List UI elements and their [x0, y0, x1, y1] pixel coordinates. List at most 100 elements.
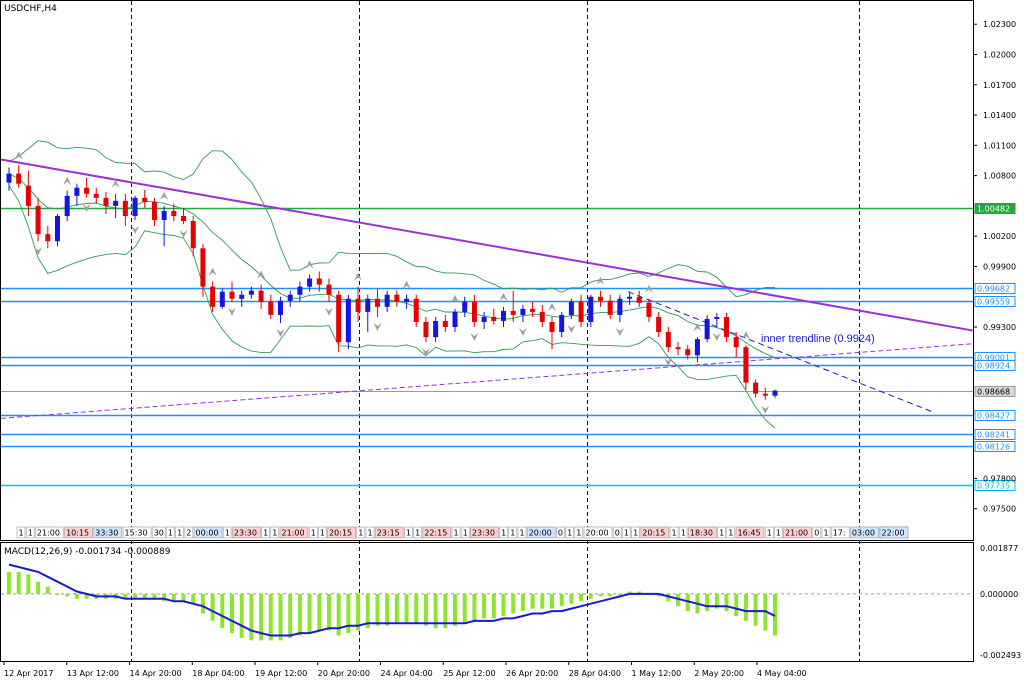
macd-bar-21: [210, 593, 215, 621]
price-tick-2: 1.01700: [983, 81, 1016, 90]
session-tag-22: 1: [406, 529, 411, 538]
macd-bar-6: [65, 593, 70, 597]
lower-trendline: [0, 343, 974, 419]
macd-bar-41: [404, 593, 409, 624]
fractal-up-31: [305, 260, 314, 269]
macd-bar-1: [16, 571, 21, 594]
session-tag-box-4: [93, 526, 123, 539]
macd-bar-40: [394, 593, 399, 624]
session-tag-box-11: [222, 526, 232, 539]
candle-body-48: [471, 301, 477, 322]
fractal-down-58: [567, 324, 576, 333]
fractal-up-26: [257, 270, 266, 279]
candle-body-41: [404, 298, 410, 302]
session-tag-32: 0: [558, 529, 563, 538]
candle-body-52: [510, 310, 516, 315]
session-tag-box-46: [764, 526, 774, 539]
session-tag-17: 1: [320, 529, 325, 538]
macd-bar-33: [326, 593, 331, 631]
level-label-9: 0.97735: [977, 482, 1010, 491]
macd-bar-22: [220, 593, 225, 629]
candle-body-57: [559, 314, 565, 333]
session-tag-box-24: [422, 526, 452, 539]
session-tag-box-55: [879, 526, 909, 539]
session-tag-6: 30: [154, 529, 164, 538]
macd-bar-49: [482, 593, 487, 619]
level-tag-8: [974, 441, 1016, 452]
macd-title: MACD(12,26,9) -0.001734 -0.000889: [4, 547, 171, 557]
candle-body-12: [122, 200, 128, 216]
candle-body-74: [724, 316, 730, 338]
macd-bar-61: [598, 593, 603, 597]
macd-bar-37: [365, 593, 370, 629]
session-tag-box-25: [451, 526, 461, 539]
candle-body-42: [413, 298, 419, 322]
candle-body-79: [772, 390, 778, 396]
fractal-up-66: [644, 284, 653, 293]
level-tag-6: [974, 410, 1016, 421]
fractal-down-63: [615, 327, 624, 336]
candle-body-40: [394, 294, 400, 302]
session-tag-box-49: [812, 526, 822, 539]
session-tag-12: 23:30: [234, 529, 257, 538]
session-tag-20: 1: [368, 529, 373, 538]
session-tag-9: 2: [186, 529, 191, 538]
session-tag-26: 1: [463, 529, 468, 538]
macd-bar-46: [453, 593, 458, 626]
session-tag-box-18: [327, 526, 356, 539]
price-tick-8: 0.99300: [983, 323, 1016, 332]
session-tag-27: 23:30: [472, 529, 495, 538]
candle-body-26: [258, 290, 264, 302]
macd-bar-51: [501, 593, 506, 616]
session-tag-19: 1: [358, 529, 363, 538]
session-tag-box-6: [151, 526, 166, 539]
session-tag-box-23: [413, 526, 422, 539]
macd-bar-39: [385, 593, 390, 626]
level-label-6: 0.98427: [977, 412, 1010, 421]
fractal-up-46: [451, 294, 460, 303]
time-tick-11: 2 May 20:00: [694, 669, 744, 678]
session-tag-2: 21:00: [37, 529, 60, 538]
outer-trendline: [0, 158, 974, 332]
session-tag-box-9: [184, 526, 194, 539]
band-lower: [8, 185, 776, 429]
candle-body-67: [656, 316, 662, 333]
fractal-up-36: [354, 272, 363, 281]
level-tag-2: [974, 296, 1016, 307]
session-tag-39: 20:15: [642, 529, 665, 538]
level-tag-1: [974, 283, 1016, 294]
macd-bar-29: [288, 593, 293, 638]
session-tag-box-22: [404, 526, 413, 539]
macd-bar-27: [268, 593, 273, 641]
candle-body-76: [743, 347, 749, 383]
candle-body-37: [365, 298, 371, 312]
candle-body-16: [161, 210, 167, 221]
session-tag-10: 00:00: [196, 529, 219, 538]
time-tick-10: 1 May 12:00: [632, 669, 682, 678]
session-tag-50: 1: [824, 529, 829, 538]
candle-body-39: [384, 294, 390, 307]
level-label-1: 0.99682: [977, 285, 1010, 294]
candle-body-19: [190, 221, 196, 249]
candle-body-55: [539, 311, 545, 322]
session-tag-box-15: [279, 526, 309, 539]
candle-body-2: [25, 185, 31, 206]
session-tag-box-40: [669, 526, 679, 539]
candle-body-7: [74, 187, 80, 196]
session-tag-box-0: [16, 526, 26, 539]
session-tag-box-34: [574, 526, 584, 539]
macd-bar-13: [133, 593, 138, 599]
candle-body-6: [64, 195, 70, 216]
macd-bar-12: [123, 593, 128, 599]
session-tag-box-3: [64, 526, 93, 539]
session-tag-box-5: [122, 526, 152, 539]
time-tick-9: 28 Apr 04:00: [569, 669, 621, 678]
session-tag-1: 1: [28, 529, 33, 538]
time-tick-5: 20 Apr 20:00: [318, 669, 370, 678]
band-upper: [8, 140, 775, 298]
candle-body-66: [646, 302, 652, 317]
level-label-2: 0.99559: [977, 298, 1010, 307]
fractal-down-48: [470, 333, 479, 342]
symbol-title: USDCHF,H4: [4, 4, 57, 14]
price-tick-0: 1.02300: [983, 20, 1016, 29]
